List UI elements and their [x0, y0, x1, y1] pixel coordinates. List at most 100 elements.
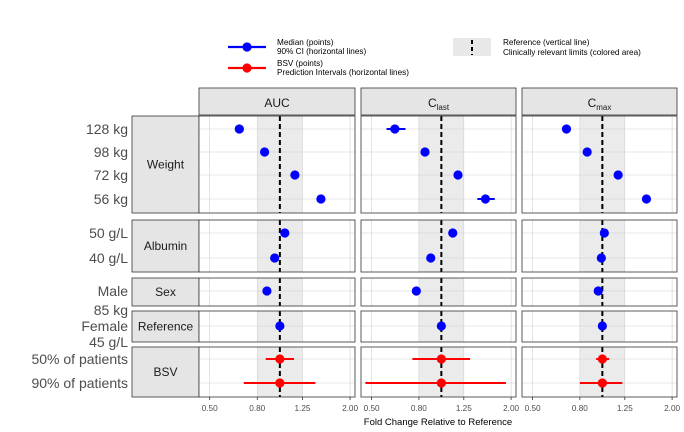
median-point [613, 170, 623, 180]
median-point [275, 378, 285, 388]
x-axis-title: Fold Change Relative to Reference [364, 417, 512, 428]
panel-bsv-auc [198, 346, 356, 398]
strip-clast [360, 87, 517, 116]
x-tick-label: 1.25 [617, 404, 633, 413]
panel-albumin-clast [360, 219, 517, 273]
row-label: 50% of patients [31, 351, 128, 367]
median-point [275, 321, 285, 331]
group-strip-sex [131, 277, 200, 307]
strip-auc [198, 87, 356, 116]
row-label: 85 kg Female 45 g/L [81, 302, 128, 350]
strip-label-auc: AUC [264, 96, 290, 110]
panel-border [360, 219, 517, 273]
panel-border [198, 310, 356, 343]
legend-reference-label-1: Reference (vertical line) [503, 38, 590, 47]
panel-border [521, 219, 678, 273]
legend-bsv-point [242, 63, 252, 73]
row-label: 98 kg [94, 144, 128, 160]
panel-sex-cmax [521, 277, 678, 307]
x-tick-label: 2.00 [664, 404, 680, 413]
group-label-weight: Weight [147, 158, 185, 172]
median-point [420, 147, 430, 157]
row-label: 56 kg [94, 191, 128, 207]
group-strip-bsv [131, 346, 200, 398]
panel-bsv-cmax [521, 346, 678, 398]
median-point [270, 253, 280, 263]
median-point [259, 147, 270, 157]
group-strip-weight [131, 115, 200, 214]
legend-bsv-label-2: Prediction Intervals (horizontal lines) [277, 68, 409, 77]
median-point [453, 170, 463, 180]
panel-border [198, 115, 356, 214]
group-label-bsv: BSV [153, 365, 177, 379]
legend-median-label-1: Median (points) [277, 38, 334, 47]
x-tick-label: 1.25 [294, 404, 310, 413]
panel-sex-clast [360, 277, 517, 307]
row-label: 50 g/L [89, 225, 128, 241]
x-tick-label: 0.50 [202, 404, 218, 413]
median-point [593, 286, 603, 296]
median-point [262, 286, 272, 296]
row-label: 72 kg [94, 167, 128, 183]
median-point [597, 378, 607, 388]
median-point [597, 354, 607, 364]
x-tick-label: 0.50 [525, 404, 541, 413]
row-label: 128 kg [86, 121, 128, 137]
panel-border [521, 346, 678, 398]
x-tick-label: 0.80 [572, 404, 588, 413]
median-point [561, 124, 572, 134]
panel-border [521, 115, 678, 214]
median-point [316, 194, 326, 204]
strip-cmax [521, 87, 678, 116]
median-point [596, 253, 606, 263]
median-point [436, 378, 446, 388]
legend-median-point [242, 42, 252, 52]
row-label: 40 g/L [89, 250, 128, 266]
median-point [436, 354, 446, 364]
median-point [597, 321, 607, 331]
median-point [582, 147, 592, 157]
x-tick-label: 2.00 [503, 404, 519, 413]
panel-reference-auc [198, 310, 356, 343]
panel-border [360, 346, 517, 398]
x-tick-label: 0.80 [411, 404, 427, 413]
row-label: Male [98, 283, 129, 299]
panel-border [198, 346, 356, 398]
panel-border [360, 310, 517, 343]
group-label-sex: Sex [155, 285, 176, 299]
median-point [426, 253, 436, 263]
x-tick-label: 2.00 [342, 404, 358, 413]
group-label-albumin: Albumin [144, 239, 187, 253]
x-tick-label: 0.50 [364, 404, 380, 413]
median-point [641, 194, 652, 204]
legend-median-label-2: 90% CI (horizontal lines) [277, 47, 366, 56]
legend-bsv-label-1: BSV (points) [277, 59, 323, 68]
median-point [275, 354, 285, 364]
median-point [411, 286, 421, 296]
median-point [290, 170, 300, 180]
panel-border [521, 277, 678, 307]
panel-border [360, 115, 517, 214]
group-strip-reference [131, 310, 200, 343]
panel-albumin-cmax [521, 219, 678, 273]
panel-border [360, 277, 517, 307]
legend: Median (points)90% CI (horizontal lines)… [224, 37, 641, 78]
median-point [448, 228, 458, 238]
median-point [480, 194, 491, 204]
panel-border [198, 219, 356, 273]
panel-albumin-auc [198, 219, 356, 273]
panel-border [198, 277, 356, 307]
panel-reference-cmax [521, 310, 678, 343]
median-point [280, 228, 290, 238]
panel-bsv-clast [360, 346, 517, 398]
x-tick-label: 1.25 [456, 404, 472, 413]
panel-weight-auc [198, 115, 356, 214]
panel-weight-cmax [521, 115, 678, 214]
median-point [390, 124, 400, 134]
group-strip-albumin [131, 219, 200, 273]
median-point [436, 321, 446, 331]
median-point [234, 124, 244, 134]
legend-reference-label-2: Clinically relevant limits (colored area… [503, 48, 641, 57]
panel-border [521, 310, 678, 343]
